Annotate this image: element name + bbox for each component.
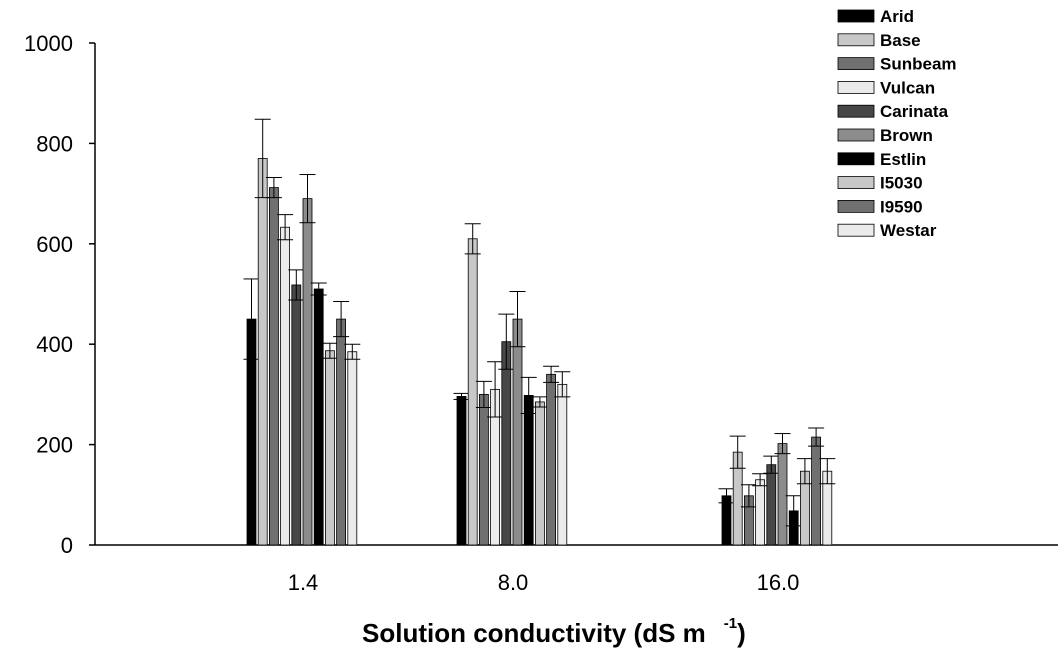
legend-swatch	[837, 199, 875, 213]
bar	[512, 318, 523, 546]
bar	[336, 318, 347, 546]
bar	[467, 238, 478, 546]
legend-swatch	[837, 223, 875, 237]
legend: Arid Base Sunbeam Vulcan Carinata Brown Estlin…	[837, 7, 957, 240]
legend-swatch	[837, 57, 875, 70]
legend-label: I5030	[880, 174, 923, 193]
legend-swatch	[837, 33, 875, 47]
y-tick-label: 1000	[24, 31, 73, 56]
y-tick-label: 600	[36, 232, 73, 257]
bar	[535, 401, 545, 546]
x-tick-label: 8.0	[498, 570, 529, 595]
legend-label: Estlin	[880, 150, 926, 169]
bar	[313, 288, 324, 546]
legend-label: Vulcan	[880, 78, 935, 97]
legend-label: Westar	[880, 221, 937, 240]
legend-swatch	[837, 9, 875, 23]
x-tick-label: 16.0	[757, 570, 800, 595]
bar-series-group	[243, 118, 836, 546]
bar	[324, 350, 335, 546]
bar	[777, 443, 788, 546]
x-tick-label: 1.4	[288, 570, 319, 595]
legend-swatch	[837, 104, 875, 118]
bar	[523, 395, 534, 546]
bar	[302, 198, 313, 546]
legend-swatch	[837, 176, 875, 190]
legend-label: Base	[880, 31, 921, 50]
y-tick-label: 200	[36, 433, 73, 458]
legend-swatch	[837, 128, 875, 142]
bar	[501, 341, 512, 546]
bar	[291, 284, 302, 546]
bar	[280, 226, 291, 546]
x-axis: 1.4 8.0 16.0	[95, 544, 1058, 595]
bar	[347, 351, 358, 546]
legend-label: Arid	[880, 7, 914, 26]
y-axis: 0 200 400 600 800 1000	[24, 31, 96, 558]
bar	[755, 479, 765, 546]
legend-label: Brown	[880, 126, 933, 145]
bar	[811, 436, 821, 546]
legend-label: Sunbeam	[880, 55, 957, 74]
legend-label: I9590	[880, 197, 923, 216]
bar	[557, 383, 568, 546]
legend-swatch	[837, 81, 875, 94]
y-tick-label: 400	[36, 332, 73, 357]
legend-swatch	[837, 152, 875, 166]
bar	[268, 187, 279, 546]
bar	[257, 158, 268, 546]
x-axis-title: Solution conductivity (dS m -1)	[362, 615, 746, 648]
y-tick-label: 800	[36, 131, 73, 156]
bar	[456, 396, 467, 546]
bar	[478, 393, 489, 546]
legend-label: Carinata	[880, 102, 949, 121]
bar	[766, 464, 777, 546]
y-tick-label: 0	[61, 533, 73, 558]
bar	[546, 373, 556, 546]
